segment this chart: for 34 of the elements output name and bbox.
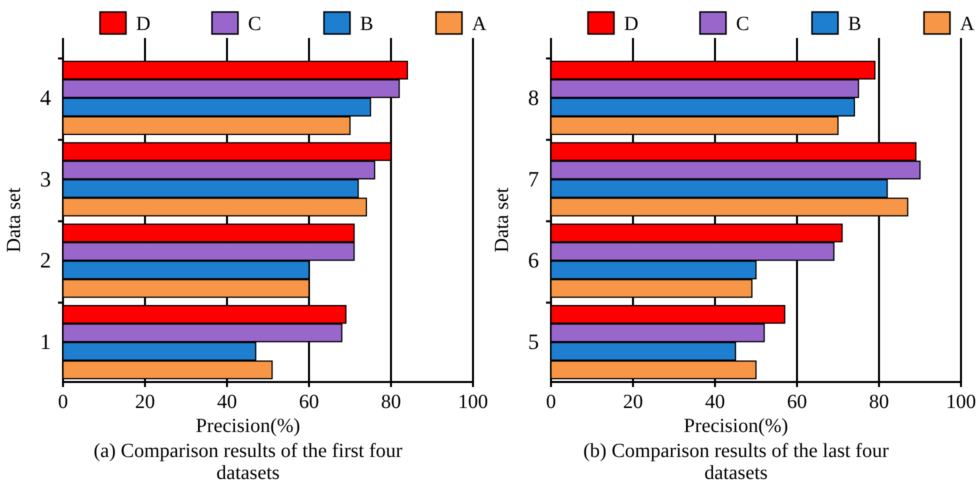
x-tick-label: 40	[705, 391, 725, 413]
x-tick-label: 20	[623, 391, 643, 413]
text: (b) Comparison results of the last four datasets	[583, 440, 890, 484]
x-tick-label: 80	[381, 391, 401, 413]
x-axis-title: Precision(%)	[196, 415, 300, 437]
legend-label: A	[960, 13, 975, 35]
legend-label: C	[248, 13, 262, 35]
y-axis-title: Data set	[491, 187, 513, 252]
x-axis-title: Precision(%)	[684, 415, 788, 437]
y-tick-label: 2	[40, 248, 51, 273]
x-tick-label: 80	[869, 391, 889, 413]
y-tick-label: 7	[528, 166, 539, 192]
y-tick-label: 8	[528, 84, 539, 110]
x-tick-label: 100	[946, 391, 976, 413]
legend-label: A	[472, 13, 487, 35]
y-tick-label: 3	[40, 166, 51, 192]
y-tick-label: 4	[40, 84, 51, 110]
legend-label: B	[848, 13, 862, 35]
x-tick-label: 0	[58, 391, 68, 413]
legend-label: C	[736, 13, 750, 35]
legend-label: D	[136, 13, 150, 35]
y-axis-title: Data set	[3, 187, 25, 252]
x-tick-label: 40	[217, 391, 237, 413]
y-tick-label: 5	[528, 329, 539, 354]
x-tick-label: 0	[546, 391, 556, 413]
legend-label: D	[624, 13, 638, 35]
y-tick-label: 1	[40, 329, 51, 354]
x-tick-label: 100	[458, 391, 488, 413]
legend-label: B	[360, 13, 374, 35]
y-tick-label: 6	[528, 248, 539, 273]
x-tick-label: 60	[299, 391, 319, 413]
x-tick-label: 60	[787, 391, 807, 413]
text: (a) Comparison results of the first four datasets	[94, 440, 403, 484]
x-tick-label: 20	[135, 391, 155, 413]
